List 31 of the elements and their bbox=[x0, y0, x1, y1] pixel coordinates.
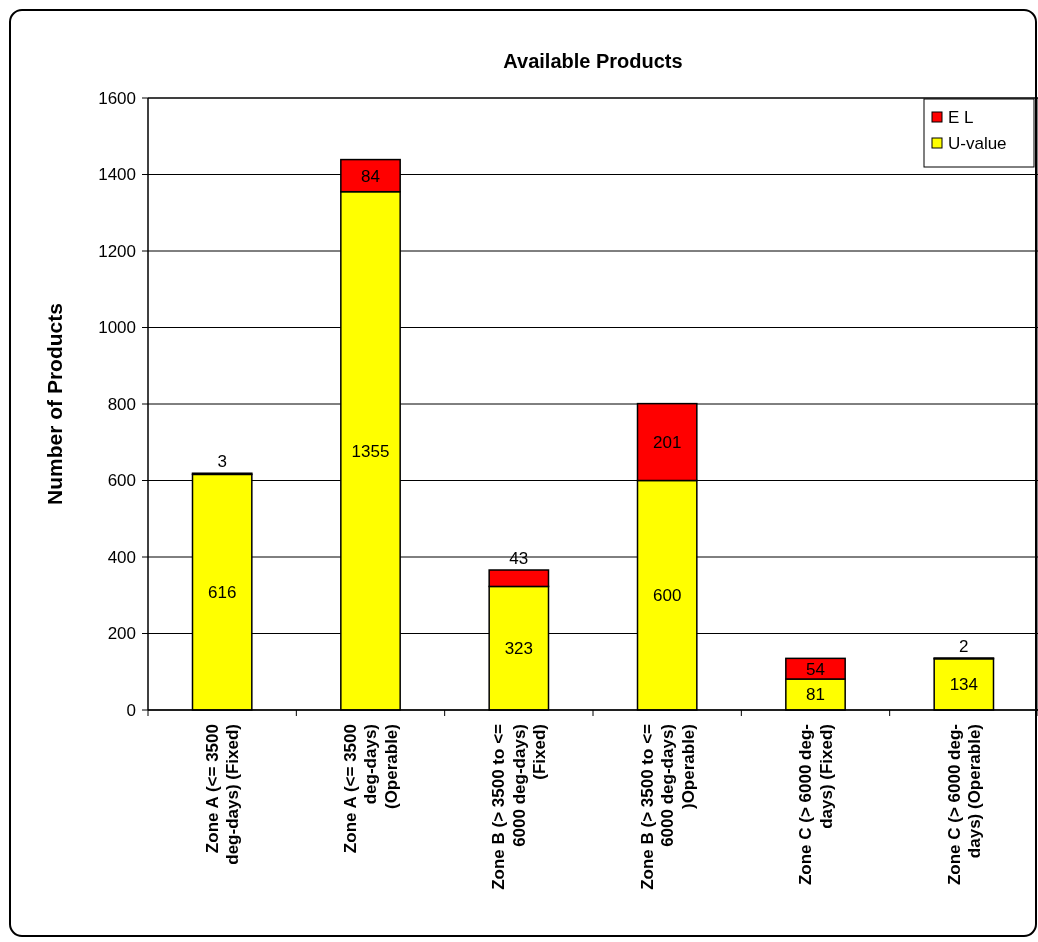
data-label: 54 bbox=[806, 659, 825, 679]
x-tick-label: Zone C (> 6000 deg- days) (Fixed) bbox=[796, 724, 836, 886]
data-label: 201 bbox=[652, 433, 682, 453]
data-label: 616 bbox=[207, 583, 237, 603]
y-tick-label: 1400 bbox=[98, 165, 136, 185]
y-tick-label: 200 bbox=[107, 624, 136, 644]
legend-label: U-value bbox=[948, 133, 1007, 153]
data-label: 84 bbox=[361, 166, 380, 186]
x-tick-label: Zone B (> 3500 to <= 6000 deg-days) )Operable) bbox=[637, 723, 698, 890]
legend-label: E L bbox=[948, 107, 974, 127]
y-tick-label: 1000 bbox=[98, 318, 136, 338]
x-tick-label: Zone A (<= 3500 deg-days) (Operable) bbox=[341, 724, 401, 854]
y-axis-title: Number of Products bbox=[43, 303, 66, 505]
data-label: 43 bbox=[509, 549, 529, 569]
y-tick-label: 1600 bbox=[98, 88, 136, 108]
data-label: 600 bbox=[652, 586, 682, 606]
x-tick-label: Zone A (<= 3500 deg-days) (Fixed) bbox=[202, 724, 243, 865]
x-tick-label: Zone B (> 3500 to <= 6000 deg-days) (Fixed) bbox=[489, 723, 550, 890]
data-label: 134 bbox=[949, 675, 979, 695]
y-tick-label: 0 bbox=[126, 700, 136, 720]
x-tick-label: Zone C (> 6000 deg- days) (Operable) bbox=[944, 724, 984, 886]
data-label: 2 bbox=[959, 636, 969, 656]
chart-title: Available Products bbox=[503, 50, 683, 72]
y-tick-label: 1200 bbox=[98, 241, 136, 261]
data-label: 1355 bbox=[351, 441, 390, 461]
data-label: 323 bbox=[504, 639, 534, 659]
y-tick-label: 800 bbox=[107, 394, 136, 414]
y-tick-label: 600 bbox=[107, 471, 136, 491]
y-tick-label: 400 bbox=[107, 547, 136, 567]
data-label: 81 bbox=[806, 685, 825, 705]
data-label: 3 bbox=[217, 452, 227, 472]
